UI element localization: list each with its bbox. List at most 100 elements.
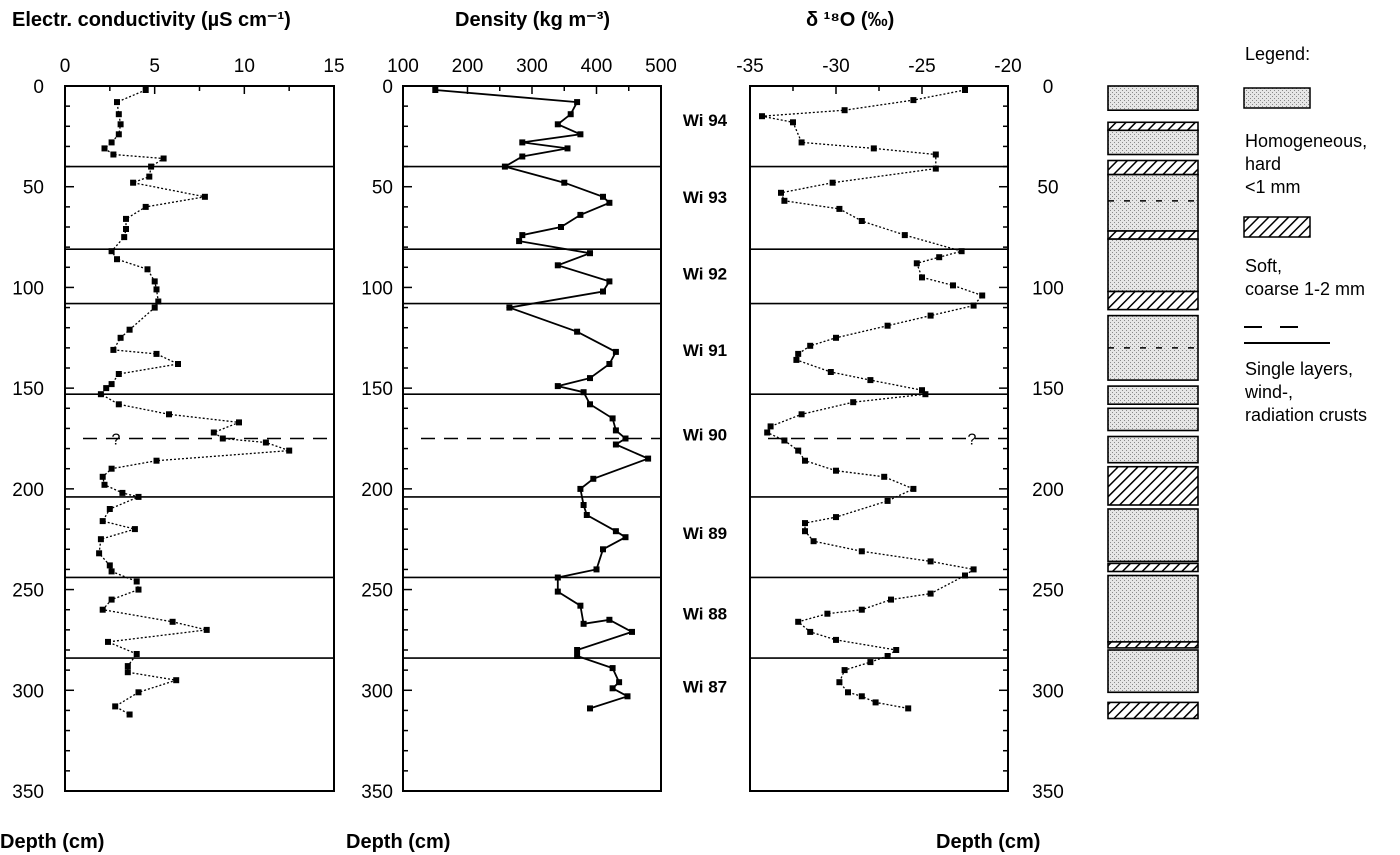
conductivity-data-point <box>114 256 120 263</box>
density-x-tick-label: 100 <box>387 56 419 77</box>
density-data-point <box>574 99 581 106</box>
conductivity-data-point <box>201 193 208 200</box>
d18o-data-point <box>790 119 796 126</box>
density-data-point <box>580 620 587 627</box>
density-data-point <box>506 304 513 311</box>
year-label: Wi 93 <box>683 188 727 207</box>
conductivity-y-tick-label: 150 <box>12 379 44 400</box>
conductivity-data-point <box>142 203 149 210</box>
d18o-data-point <box>833 636 839 643</box>
d18o-data-point <box>841 107 848 114</box>
density-data-point <box>580 502 587 508</box>
conductivity-data-point <box>131 526 138 533</box>
d18o-data-point <box>798 411 805 418</box>
density-data-point <box>606 361 613 367</box>
conductivity-data-point <box>123 226 129 232</box>
depth-tick-labels: 0 50 100 150 200 250 300 350 0 50 100 150 200 250 300 3… <box>12 77 1064 803</box>
conductivity-data-point <box>103 385 110 392</box>
d18o-data-point <box>932 151 939 158</box>
conductivity-data-point <box>135 689 142 696</box>
d18o-y-tick-label: 150 <box>1032 379 1064 400</box>
d18o-data-point <box>888 596 894 603</box>
conductivity-data-point <box>99 473 106 480</box>
conductivity-data-point <box>108 381 115 388</box>
conductivity-data-point <box>96 550 103 557</box>
year-label: Wi 88 <box>683 605 727 624</box>
conductivity-y-tick-label: 0 <box>33 77 44 98</box>
axis-ticks <box>64 85 1009 792</box>
d18o-data-point <box>884 653 891 659</box>
d18o-x-tick-label: -20 <box>994 56 1021 77</box>
d18o-data-point <box>829 179 836 186</box>
conductivity-data-point <box>117 334 124 341</box>
density-y-tick-label: 200 <box>361 480 393 501</box>
d18o-data-point <box>927 558 934 565</box>
stratigraphy-column <box>1107 85 1199 720</box>
conductivity-data-point <box>135 493 142 500</box>
d18o-data-point <box>858 548 865 555</box>
density-x-tick-label: 200 <box>452 56 484 77</box>
d18o-data-point <box>827 369 834 375</box>
density-data-point <box>609 685 616 692</box>
conductivity-data-point <box>133 578 140 585</box>
conductivity-data-point <box>133 651 140 657</box>
conductivity-data-point <box>106 562 113 569</box>
conductivity-data-point <box>123 215 129 222</box>
d18o-data-point <box>958 248 965 255</box>
density-y-tick-label: 100 <box>361 278 393 299</box>
conductivity-uncertain-mark: ? <box>112 432 121 449</box>
density-data-point <box>564 145 571 152</box>
conductivity-data-point <box>142 87 149 93</box>
x-tick-labels: 0 5 10 15 100 200 300 400 500 -35 -30 -25 -20 <box>60 56 1022 77</box>
conductivity-data-point <box>115 371 122 377</box>
d18o-data-point <box>850 399 857 406</box>
strat-layer-stipple <box>1107 238 1199 293</box>
density-data-point <box>616 679 623 686</box>
conductivity-data-point <box>153 350 160 357</box>
density-data-point <box>622 534 629 541</box>
d18o-data-point <box>884 322 891 329</box>
strat-layer-stipple <box>1107 385 1199 406</box>
density-data-point <box>519 153 526 160</box>
d18o-data-point <box>795 350 802 357</box>
legend-item-3-line-1: Single layers, <box>1245 359 1353 379</box>
conductivity-data-point <box>144 266 151 273</box>
conductivity-y-tick-label: 50 <box>23 178 44 199</box>
conductivity-data-point <box>114 99 120 106</box>
year-label: Wi 87 <box>683 677 727 696</box>
density-data-point <box>519 232 526 239</box>
d18o-data-point <box>870 145 877 152</box>
density-data-point <box>574 328 581 335</box>
d18o-data-point <box>836 679 843 686</box>
d18o-data-point <box>841 667 848 674</box>
conductivity-y-tick-label: 100 <box>12 278 44 299</box>
d18o-data-point <box>858 693 865 700</box>
d18o-data-point <box>901 232 908 239</box>
d18o-data-point <box>795 618 802 625</box>
d18o-data-point <box>927 312 934 319</box>
d18o-data-point <box>778 189 784 196</box>
density-plot-frame <box>402 85 662 792</box>
conductivity-data-point <box>124 663 131 670</box>
strat-layer-stipple <box>1107 407 1199 432</box>
density-data-point <box>554 588 561 595</box>
d18o-uncertain-mark: ? <box>968 432 977 449</box>
d18o-data-point <box>910 97 917 104</box>
d18o-data-point <box>802 520 808 527</box>
d18o-data-point <box>781 197 788 204</box>
d18o-title: δ ¹⁸O (‰) <box>806 9 894 31</box>
conductivity-data-point <box>101 481 108 488</box>
conductivity-data-point <box>169 618 176 625</box>
conductivity-x-tick-label: 10 <box>234 56 255 77</box>
density-data-point <box>577 211 584 218</box>
density-series-line <box>435 89 651 710</box>
legend-swatch-stipple <box>1243 87 1311 109</box>
d18o-y-tick-label: 0 <box>1043 77 1054 98</box>
d18o-data-point <box>927 590 934 597</box>
legend: Legend: Homogeneous, hard <1 mm Soft, co… <box>1243 44 1367 425</box>
strat-layer-hatch <box>1107 701 1199 720</box>
density-data-point <box>567 111 574 118</box>
conductivity-data-point <box>210 429 217 436</box>
density-data-point <box>609 665 616 672</box>
